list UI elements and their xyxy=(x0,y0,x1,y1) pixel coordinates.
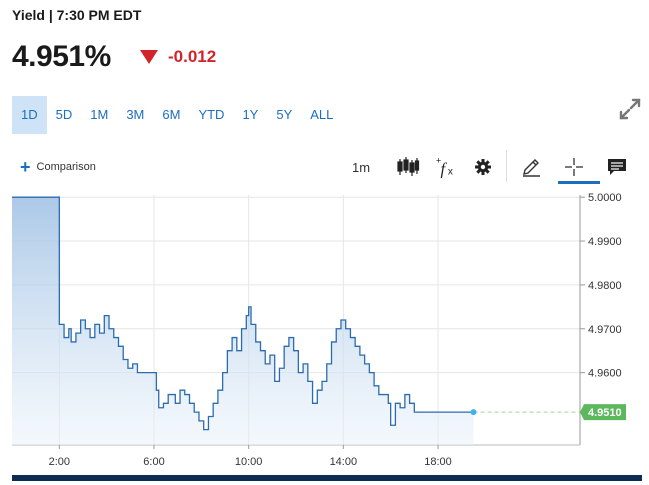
last-value-badge xyxy=(580,404,626,421)
range-3m[interactable]: 3M xyxy=(126,107,145,122)
last-value-label: 4.9510 xyxy=(588,407,622,419)
range-ytd[interactable]: YTD xyxy=(198,107,225,122)
x-tick-label: 6:00 xyxy=(143,456,164,468)
indicators-fx-icon[interactable]: + f x xyxy=(434,156,458,178)
comparison-button[interactable]: + Comparison xyxy=(20,157,96,177)
y-tick-label: 4.9700 xyxy=(588,324,622,336)
bottom-bar xyxy=(12,475,642,481)
comment-icon[interactable] xyxy=(606,156,628,178)
pencil-draw-icon[interactable] xyxy=(520,156,542,178)
range-6m[interactable]: 6M xyxy=(162,107,181,122)
svg-text:+: + xyxy=(436,156,441,165)
x-tick-label: 18:00 xyxy=(424,456,452,468)
toolbar-divider xyxy=(506,150,507,182)
price-change: -0.012 xyxy=(140,47,216,67)
range-5y[interactable]: 5Y xyxy=(276,107,293,122)
crosshair-active-indicator xyxy=(558,181,600,184)
interval-button[interactable]: 1m xyxy=(352,159,371,175)
price-change-value: -0.012 xyxy=(168,47,217,66)
gear-icon[interactable] xyxy=(474,156,492,178)
yield-line xyxy=(12,196,474,431)
x-tick-label: 14:00 xyxy=(330,456,358,468)
yield-area xyxy=(12,197,474,445)
candlestick-icon[interactable] xyxy=(396,156,420,178)
range-all[interactable]: ALL xyxy=(310,107,334,122)
plus-icon: + xyxy=(20,157,31,177)
quote-header-label: Yield | 7:30 PM EDT xyxy=(12,7,142,23)
range-1m[interactable]: 1M xyxy=(90,107,109,122)
x-tick-label: 2:00 xyxy=(49,456,70,468)
y-tick-label: 4.9800 xyxy=(588,280,622,292)
range-1y[interactable]: 1Y xyxy=(242,107,259,122)
svg-text:x: x xyxy=(448,166,453,177)
time-range-selector: 1D 5D 1M 3M 6M YTD 1Y 5Y ALL xyxy=(12,96,342,134)
y-tick-label: 5.0000 xyxy=(588,192,622,204)
last-value-dot xyxy=(470,409,477,416)
chart-toolbar: + Comparison 1m + f x xyxy=(0,150,649,186)
yield-chart[interactable]: 2:00 6:00 10:00 14:00 18:00 5.0000 4.9900 4.98… xyxy=(12,190,649,470)
x-tick-label: 10:00 xyxy=(235,456,263,468)
crosshair-icon[interactable] xyxy=(563,156,585,178)
range-5d[interactable]: 5D xyxy=(55,107,73,122)
svg-text:f: f xyxy=(441,159,448,178)
expand-icon[interactable] xyxy=(617,96,643,122)
y-tick-label: 4.9900 xyxy=(588,236,622,248)
range-1d[interactable]: 1D xyxy=(12,96,47,134)
down-triangle-icon xyxy=(140,50,158,64)
comparison-label: Comparison xyxy=(36,161,96,173)
y-tick-label: 4.9600 xyxy=(588,368,622,380)
yield-price: 4.951% xyxy=(12,40,111,73)
